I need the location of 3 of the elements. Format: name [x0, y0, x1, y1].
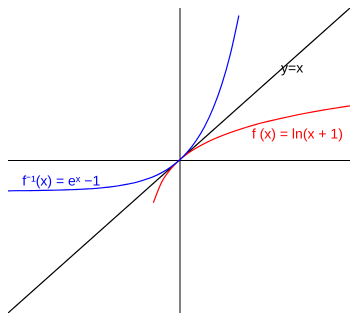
series-label: f (x) = ln(x + 1)	[252, 125, 343, 142]
series-label: f⁻¹(x) = eˣ −1	[22, 172, 100, 188]
series-label: y=x	[281, 60, 304, 76]
